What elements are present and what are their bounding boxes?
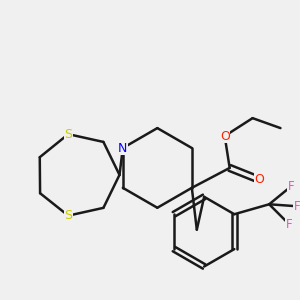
Text: N: N — [118, 142, 128, 154]
Text: O: O — [255, 173, 265, 186]
Text: F: F — [286, 218, 292, 231]
Text: F: F — [288, 180, 294, 193]
Text: F: F — [294, 200, 300, 213]
Text: O: O — [220, 130, 230, 142]
Text: S: S — [64, 209, 72, 222]
Text: S: S — [64, 128, 72, 141]
